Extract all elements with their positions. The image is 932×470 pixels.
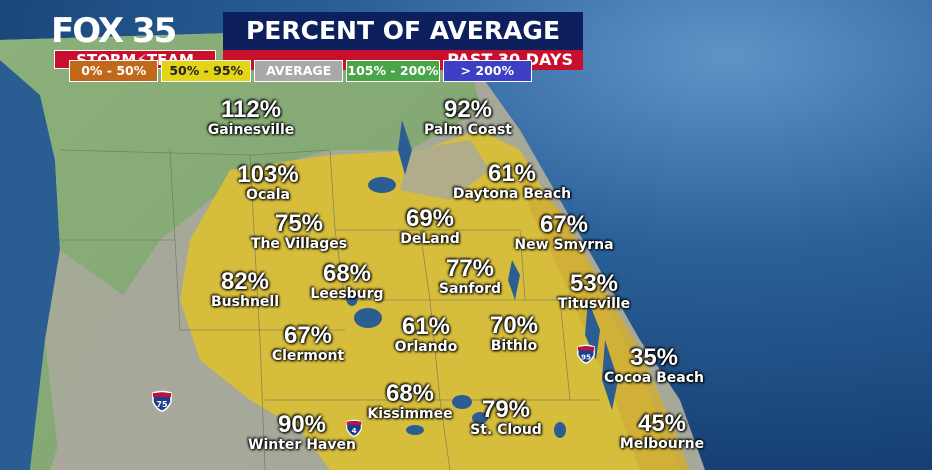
city-clermont-value: 67%: [283, 322, 333, 349]
city-bushnell: 82% Bushnell: [200, 270, 290, 311]
city-new-smyrna-name: New Smyrna: [514, 237, 614, 253]
legend-item-0-50: 0% - 50%: [69, 60, 159, 82]
city-sanford: 77% Sanford: [425, 257, 515, 298]
interstate-95-shield: 95: [576, 344, 596, 368]
city-palm-coast-value: 92%: [443, 96, 493, 123]
city-new-smyrna: 67% New Smyrna: [506, 213, 622, 254]
city-the-villages: 75% The Villages: [242, 212, 356, 253]
interstate-4-label: 4: [351, 426, 356, 435]
city-palm-coast-name: Palm Coast: [424, 122, 512, 138]
city-deland-value: 69%: [405, 205, 455, 232]
zone-low-coast: [520, 170, 690, 470]
city-daytona-beach-value: 61%: [487, 160, 537, 187]
map-title: PERCENT OF AVERAGE RAIN: [223, 12, 583, 83]
city-deland: 69% DeLand: [390, 207, 470, 248]
city-kissimmee: 68% Kissimmee: [362, 382, 458, 423]
city-orlando-value: 61%: [401, 313, 451, 340]
city-kissimmee-value: 68%: [385, 380, 435, 407]
zone-above-average: [0, 30, 480, 470]
city-orlando: 61% Orlando: [384, 315, 468, 356]
city-bithlo-name: Bithlo: [490, 338, 538, 354]
city-bushnell-value: 82%: [220, 268, 270, 295]
city-sanford-value: 77%: [445, 255, 495, 282]
city-st-cloud: 79% St. Cloud: [458, 398, 554, 439]
city-titusville-name: Titusville: [557, 296, 631, 312]
city-the-villages-name: The Villages: [250, 236, 348, 252]
gulf-water: [0, 60, 60, 470]
city-the-villages-value: 75%: [274, 210, 324, 237]
city-clermont-name: Clermont: [271, 348, 345, 364]
city-cocoa-beach-name: Cocoa Beach: [603, 370, 704, 386]
city-palm-coast: 92% Palm Coast: [414, 98, 522, 139]
city-titusville-value: 53%: [569, 270, 619, 297]
city-ocala-value: 103%: [237, 161, 299, 188]
fox35-logo: FOX 35: [51, 12, 219, 50]
logo-fox-text: FOX: [51, 11, 124, 51]
zone-average-north: [400, 140, 490, 200]
city-ocala: 103% Ocala: [226, 163, 310, 204]
city-kissimmee-name: Kissimmee: [367, 406, 453, 422]
county-lines: [59, 149, 600, 470]
legend: 0% - 50% 50% - 95% AVERAGE 105% - 200% >…: [69, 60, 533, 82]
city-st-cloud-value: 79%: [481, 396, 531, 423]
legend-item-over-200: > 200%: [442, 60, 533, 82]
legend-item-average: AVERAGE: [253, 60, 344, 82]
logo-number: 35: [131, 11, 177, 51]
city-winter-haven-value: 90%: [277, 411, 327, 438]
city-cocoa-beach: 35% Cocoa Beach: [596, 346, 712, 387]
interstate-95-label: 95: [581, 352, 591, 361]
city-bushnell-name: Bushnell: [211, 294, 279, 310]
city-ocala-name: Ocala: [246, 187, 290, 203]
lakes: [346, 120, 618, 438]
city-orlando-name: Orlando: [394, 339, 458, 355]
legend-item-105-200: 105% - 200%: [346, 60, 440, 82]
city-gainesville: 112% Gainesville: [202, 98, 300, 139]
city-deland-name: DeLand: [400, 231, 460, 247]
city-winter-haven: 90% Winter Haven: [242, 413, 362, 454]
city-new-smyrna-value: 67%: [539, 211, 589, 238]
city-winter-haven-name: Winter Haven: [248, 437, 356, 453]
city-sanford-name: Sanford: [438, 281, 502, 297]
city-leesburg-name: Leesburg: [310, 286, 384, 302]
interstate-75-label: 75: [156, 400, 168, 409]
city-st-cloud-name: St. Cloud: [470, 422, 542, 438]
city-bithlo-value: 70%: [489, 312, 539, 339]
interstate-4-shield: 4: [345, 418, 363, 442]
interstate-75-shield: 75: [151, 390, 173, 416]
zone-average-west: [45, 250, 250, 470]
city-titusville: 53% Titusville: [550, 272, 638, 313]
city-melbourne: 45% Melbourne: [612, 412, 712, 453]
city-daytona-beach-name: Daytona Beach: [452, 186, 572, 202]
city-cocoa-beach-value: 35%: [629, 344, 679, 371]
legend-item-50-95: 50% - 95%: [161, 60, 251, 82]
city-leesburg: 68% Leesburg: [302, 262, 392, 303]
city-gainesville-value: 112%: [220, 96, 282, 123]
city-leesburg-value: 68%: [322, 260, 372, 287]
city-daytona-beach: 61% Daytona Beach: [450, 162, 574, 203]
city-gainesville-name: Gainesville: [207, 122, 295, 138]
city-melbourne-name: Melbourne: [619, 436, 705, 452]
city-clermont: 67% Clermont: [258, 324, 358, 365]
city-melbourne-value: 45%: [637, 410, 687, 437]
city-bithlo: 70% Bithlo: [476, 314, 552, 355]
